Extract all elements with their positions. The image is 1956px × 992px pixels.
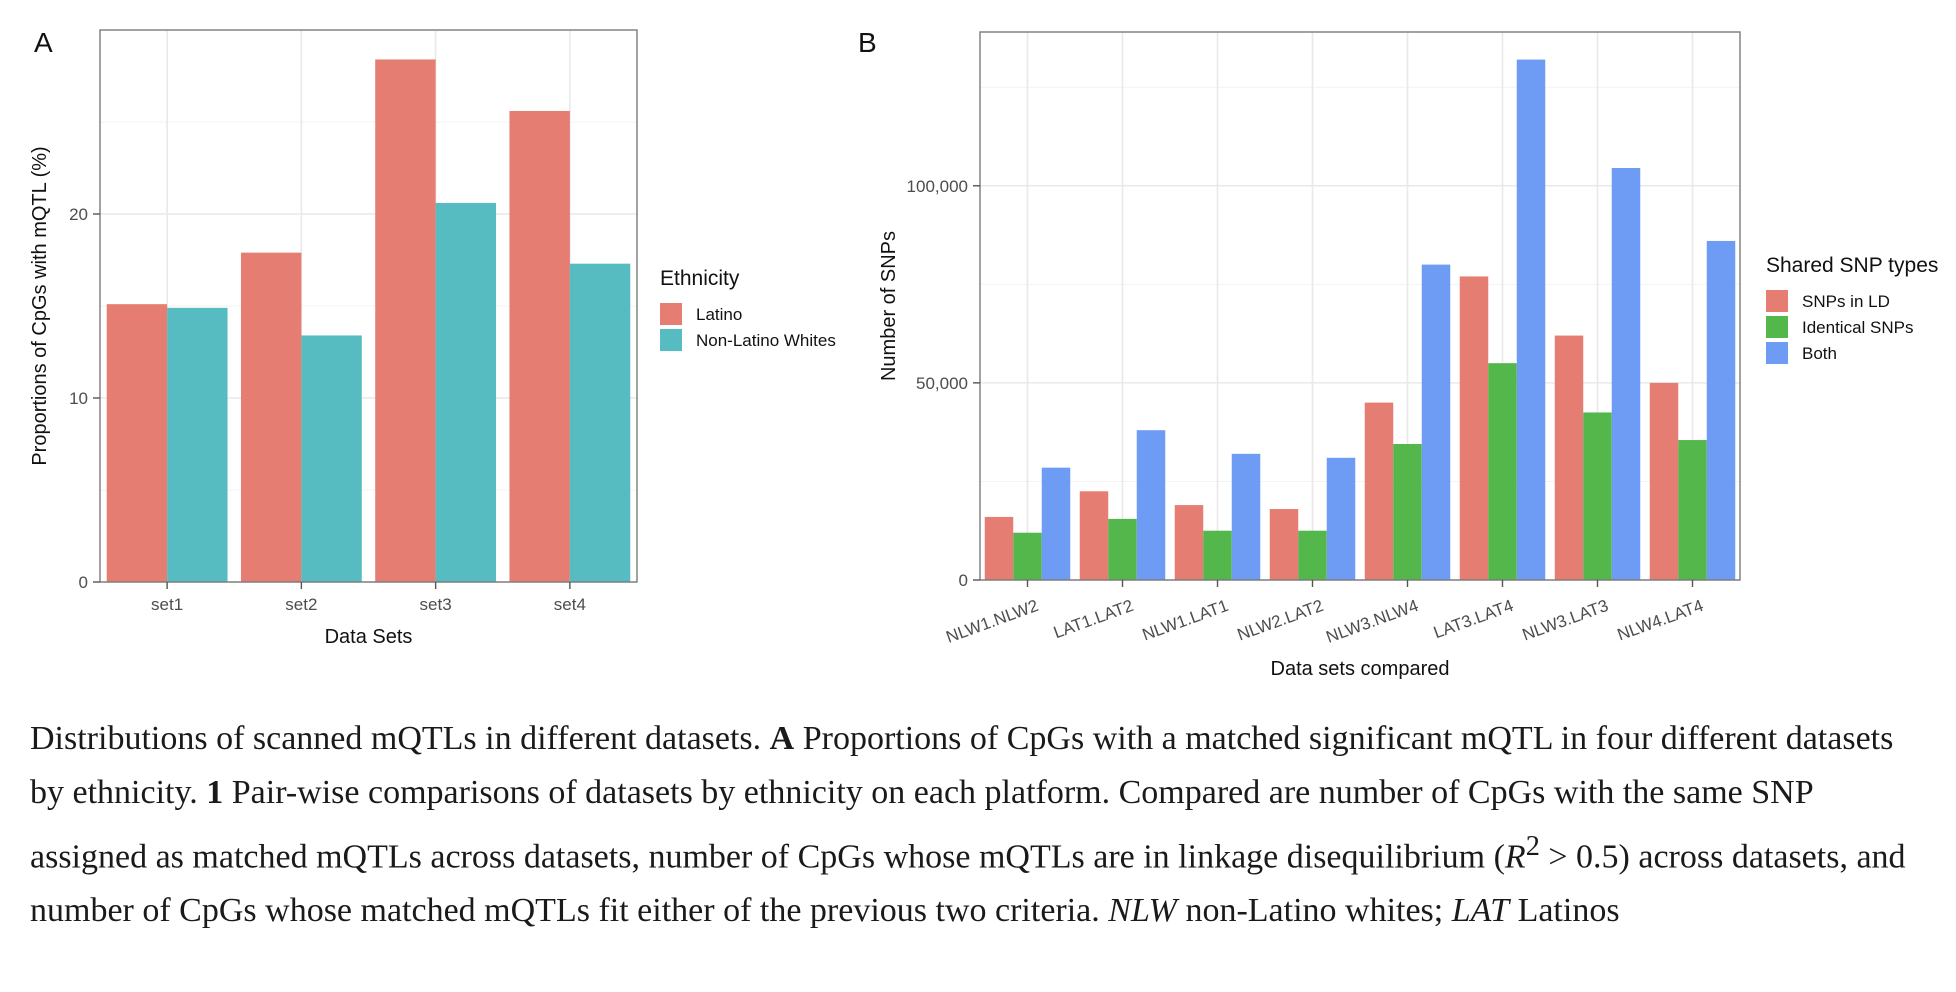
chart-b-bar: [1488, 363, 1517, 580]
chart-a-x-tick-label: set4: [554, 595, 586, 614]
chart-b-bar: [1611, 168, 1641, 580]
chart-b-bar: [1649, 382, 1679, 580]
chart-b-y-axis-title: Number of SNPs: [878, 231, 900, 381]
chart-a-bar: [240, 252, 302, 582]
chart-a-y-tick-label: 10: [69, 389, 88, 408]
chart-b-x-tick-label: NLW3.NLW4: [1324, 596, 1421, 647]
chart-b-bar: [1678, 440, 1707, 580]
chart-b-x-axis-title: Data sets compared: [1271, 658, 1450, 680]
chart-b-bar: [1459, 276, 1489, 580]
chart-b-legend-swatch: [1766, 290, 1788, 312]
caption-text-4: > 0.5) across datasets, and number of Cp…: [30, 838, 1906, 930]
chart-b-x-tick-label: LAT1.LAT2: [1051, 596, 1136, 642]
chart-b-y-tick-label: 0: [959, 571, 968, 590]
caption-text-5: non-Latino whites;: [1176, 892, 1452, 930]
chart-a: 0 10 20 set1 set2 set3 set4 Data Sets Proportion…: [29, 29, 836, 648]
chart-a-x-tick-label: set2: [285, 595, 317, 614]
chart-b-bar: [1041, 467, 1071, 580]
caption-1-label: 1: [206, 774, 224, 811]
chart-a-bar: [375, 59, 436, 582]
caption-nlw: NLW: [1108, 892, 1177, 930]
caption-a-label: A: [769, 720, 795, 757]
chart-b-legend-title: Shared SNP types: [1766, 254, 1938, 277]
chart-b-bar: [1421, 264, 1451, 580]
chart-a-x-tick-label: set3: [420, 595, 452, 614]
chart-a-legend-title: Ethnicity: [660, 267, 740, 290]
chart-b-bar: [1231, 453, 1261, 580]
chart-b-legend-label: Identical SNPs: [1802, 318, 1914, 337]
chart-b-bar: [1174, 505, 1204, 580]
chart-a-legend-swatch: [660, 329, 682, 351]
chart-b-plot-border: [979, 31, 1741, 581]
chart-b: 0 50,000 100,000 NLW1.NLW2 LAT1.LAT2 NLW1.LAT…: [878, 31, 1938, 680]
chart-b-bar: [1013, 532, 1042, 580]
chart-b-bar: [1706, 240, 1736, 580]
chart-a-y-tick-label: 20: [69, 205, 88, 224]
chart-b-legend-swatch: [1766, 342, 1788, 364]
chart-a-y-axis-title: Proportions of CpGs with mQTL (%): [29, 146, 51, 465]
chart-a-x-axis-title: Data Sets: [325, 626, 413, 648]
chart-b-bar: [1516, 59, 1546, 581]
chart-a-legend-swatch: [660, 303, 682, 325]
figure: A B 0 10 20 set1 set2 set3 set4 Data Sets Propor…: [29, 27, 1938, 680]
chart-b-bar: [1393, 443, 1422, 580]
chart-b-bar: [1136, 430, 1166, 580]
chart-a-bar: [435, 202, 497, 582]
chart-b-x-tick-label: LAT3.LAT4: [1431, 596, 1516, 642]
chart-b-bar: [1269, 509, 1299, 580]
chart-b-x-tick-label: NLW1.LAT1: [1140, 596, 1231, 645]
chart-a-bar: [167, 307, 228, 582]
chart-b-x-tick-label: NLW3.LAT3: [1520, 596, 1611, 645]
chart-b-bar: [1326, 457, 1356, 580]
chart-b-bar: [1203, 530, 1232, 580]
chart-b-x-tick-label: NLW4.LAT4: [1615, 596, 1706, 645]
chart-b-bar: [1298, 530, 1327, 580]
chart-a-x-tick-label: set1: [151, 595, 183, 614]
caption-text-1: Distributions of scanned mQTLs in differ…: [30, 720, 770, 757]
chart-a-bar: [301, 335, 362, 582]
figure-caption: Distributions of scanned mQTLs in differ…: [30, 712, 1930, 938]
figure-svg: A B 0 10 20 set1 set2 set3 set4 Data Sets Propor…: [29, 27, 1938, 680]
caption-r: R: [1504, 838, 1526, 876]
chart-b-legend-label: SNPs in LD: [1802, 292, 1890, 311]
chart-b-y-tick-label: 50,000: [916, 374, 968, 393]
chart-a-legend-label: Latino: [696, 305, 742, 324]
chart-a-legend-label: Non-Latino Whites: [696, 331, 836, 350]
panel-b-label: B: [858, 27, 877, 58]
chart-b-x-tick-label: NLW1.NLW2: [944, 596, 1041, 647]
chart-b-legend-label: Both: [1802, 344, 1837, 363]
chart-b-x-tick-label: NLW2.LAT2: [1235, 596, 1326, 645]
chart-b-legend-swatch: [1766, 316, 1788, 338]
caption-sup: 2: [1525, 831, 1540, 862]
caption-lat: LAT: [1451, 892, 1510, 930]
chart-a-bar: [106, 304, 168, 582]
caption-text-2: Proportions of CpGs with a matched signi…: [30, 720, 1894, 811]
chart-b-y-tick-label: 100,000: [907, 177, 968, 196]
chart-b-bar: [1079, 491, 1109, 580]
chart-b-bar: [1108, 518, 1137, 580]
chart-b-bar: [1583, 412, 1612, 580]
chart-b-bar: [1364, 402, 1394, 580]
chart-a-bar: [509, 110, 570, 583]
chart-a-plot-border: [99, 29, 638, 583]
chart-b-bar: [1554, 335, 1584, 580]
chart-a-y-tick-label: 0: [79, 573, 88, 592]
panel-a-label: A: [34, 27, 53, 58]
chart-a-bar: [569, 263, 631, 582]
chart-b-bar: [984, 516, 1014, 580]
caption-text-3: Pair-wise comparisons of datasets by eth…: [30, 774, 1813, 876]
caption-text-6: Latinos: [1509, 892, 1620, 930]
